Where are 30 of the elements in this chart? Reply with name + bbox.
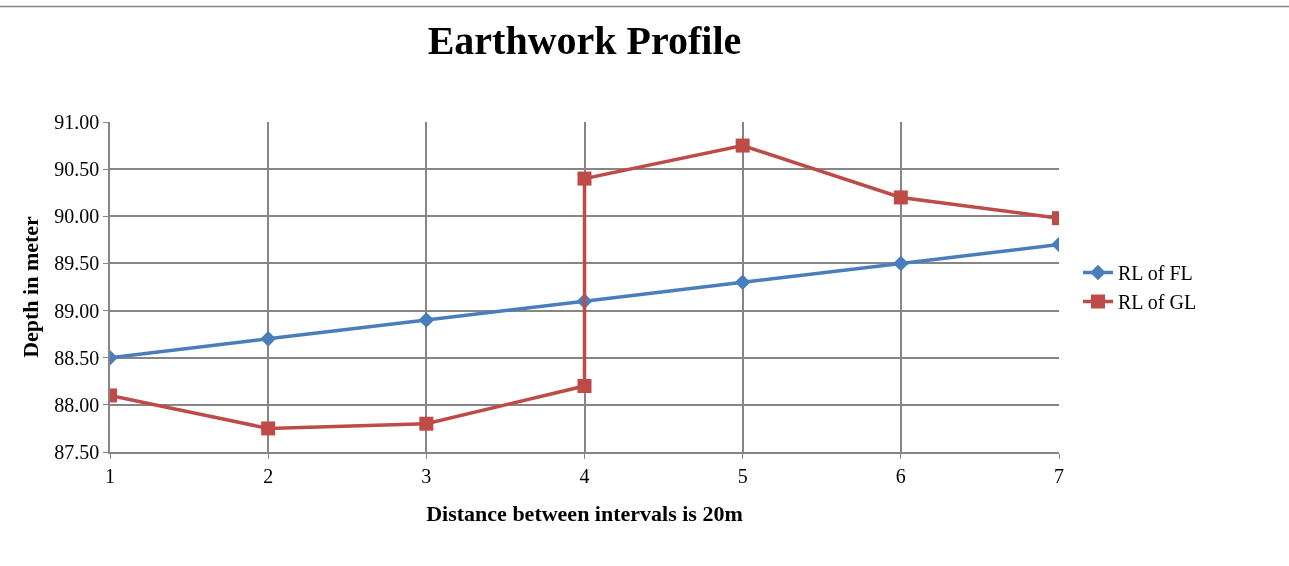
legend-label: RL of FL xyxy=(1117,262,1193,285)
point xyxy=(260,331,276,347)
x-axis-title: Distance between intervals is 20m xyxy=(426,501,743,527)
legend-label: RL of GL xyxy=(1117,291,1197,314)
point xyxy=(893,190,908,205)
y-tick-label: 87.50 xyxy=(54,441,100,463)
y-tick-label: 91.00 xyxy=(54,111,100,133)
point xyxy=(418,312,435,328)
y-tick-label: 88.50 xyxy=(54,346,100,369)
point xyxy=(419,416,434,431)
point xyxy=(734,274,751,291)
x-tick-label: 4 xyxy=(579,464,590,487)
x-tick-label: 7 xyxy=(1054,464,1064,487)
x-tick-label: 3 xyxy=(421,464,432,487)
point xyxy=(893,255,909,272)
x-tick-label: 6 xyxy=(895,464,906,487)
y-tick-label: 90.00 xyxy=(54,205,100,228)
point xyxy=(577,379,592,393)
y-tick-label: 88.00 xyxy=(54,393,100,416)
y-axis-title: Depth in meter xyxy=(17,215,43,358)
y-tick-label: 90.50 xyxy=(54,158,100,181)
chart-title: Earthwork Profile xyxy=(427,17,742,63)
point xyxy=(735,138,750,153)
y-tick-label: 89.50 xyxy=(54,252,100,275)
x-tick-label: 2 xyxy=(263,464,274,487)
point xyxy=(261,421,276,436)
x-tick-label: 1 xyxy=(105,464,115,487)
point xyxy=(577,171,592,186)
y-tick-label: 89.00 xyxy=(54,299,100,322)
x-tick-label: 5 xyxy=(737,464,748,487)
